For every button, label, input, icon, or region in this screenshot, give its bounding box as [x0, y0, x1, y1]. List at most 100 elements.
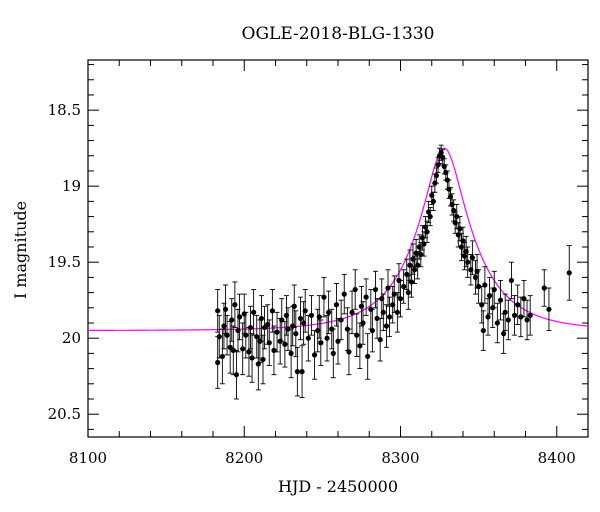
data-point — [494, 302, 500, 344]
data-point — [230, 325, 236, 376]
data-point — [480, 310, 486, 351]
data-marker — [508, 277, 515, 284]
data-marker — [491, 286, 497, 293]
data-point — [380, 293, 386, 332]
data-marker — [363, 294, 369, 300]
y-tick-label: 19 — [62, 177, 81, 195]
data-point — [215, 336, 221, 389]
data-point — [285, 307, 291, 351]
data-marker — [486, 293, 493, 299]
data-point — [521, 279, 527, 318]
x-axis-label: HJD - 2450000 — [278, 477, 398, 496]
data-marker — [222, 306, 229, 312]
plot-frame — [87, 59, 589, 438]
data-point — [391, 275, 397, 313]
data-marker — [397, 296, 404, 302]
data-marker — [369, 327, 375, 334]
data-point — [288, 328, 294, 379]
data-marker — [318, 340, 324, 346]
data-marker — [374, 315, 380, 322]
data-point — [266, 319, 272, 367]
data-marker — [246, 349, 252, 355]
data-point — [433, 167, 440, 184]
data-marker — [380, 309, 386, 315]
data-marker — [269, 308, 275, 314]
data-point — [274, 311, 280, 353]
data-marker — [372, 286, 379, 293]
data-marker — [394, 309, 400, 315]
data-marker — [274, 329, 280, 335]
y-tick-labels: 18.5 19 19.5 20 20.5 — [48, 101, 81, 423]
y-axis-label: I magnitude — [11, 201, 30, 299]
data-point — [216, 314, 222, 359]
data-point — [232, 281, 238, 328]
data-point — [338, 299, 344, 341]
data-point — [299, 345, 305, 398]
data-marker — [243, 332, 249, 338]
data-marker — [282, 341, 288, 347]
data-marker — [386, 314, 393, 320]
data-marker — [219, 353, 225, 360]
data-marker — [326, 309, 332, 315]
data-point — [215, 289, 221, 333]
data-marker — [333, 302, 340, 308]
data-point — [297, 296, 304, 341]
data-marker — [236, 314, 243, 320]
data-marker — [324, 335, 330, 341]
data-marker — [354, 332, 360, 338]
data-point — [224, 314, 230, 356]
data-point — [541, 269, 547, 307]
data-point — [354, 313, 360, 357]
data-point — [508, 261, 515, 300]
data-marker — [258, 315, 265, 322]
data-marker — [338, 317, 344, 323]
data-point — [465, 246, 471, 278]
data-point — [385, 269, 391, 307]
data-point — [233, 349, 240, 400]
data-point — [497, 279, 504, 321]
x-tick-label: 8300 — [381, 449, 419, 467]
data-marker — [411, 267, 418, 273]
data-point — [518, 296, 524, 338]
data-marker — [454, 213, 460, 220]
data-marker — [433, 172, 440, 179]
data-point — [247, 305, 254, 350]
data-point — [333, 283, 340, 327]
data-point — [305, 314, 311, 362]
data-points — [215, 144, 572, 400]
data-marker — [346, 349, 352, 355]
data-marker — [385, 285, 391, 291]
data-point — [219, 328, 225, 385]
data-marker — [308, 312, 315, 318]
data-point — [341, 273, 347, 315]
data-point — [249, 333, 255, 383]
data-marker — [316, 314, 322, 320]
data-point — [360, 301, 366, 345]
data-point — [527, 295, 533, 336]
data-point — [365, 333, 371, 380]
x-tick-labels: 8100 8200 8300 8400 — [69, 449, 576, 467]
data-point — [566, 245, 572, 301]
data-point — [282, 321, 288, 368]
data-point — [369, 308, 375, 353]
data-marker — [365, 353, 371, 360]
data-marker — [288, 350, 294, 356]
data-point — [363, 278, 369, 316]
data-marker — [230, 347, 236, 353]
data-point — [524, 299, 530, 341]
data-point — [260, 334, 266, 385]
data-point — [394, 292, 400, 333]
chart-title: OGLE-2018-BLG-1330 — [242, 24, 435, 44]
data-point — [229, 298, 235, 342]
data-marker — [480, 327, 486, 334]
data-marker — [465, 259, 471, 265]
data-point — [397, 279, 404, 318]
axis-ticks — [87, 60, 589, 437]
data-marker — [424, 229, 430, 235]
data-marker — [247, 324, 254, 331]
data-marker — [518, 314, 524, 320]
data-marker — [505, 317, 511, 323]
data-marker — [251, 309, 257, 315]
data-marker — [482, 282, 488, 288]
